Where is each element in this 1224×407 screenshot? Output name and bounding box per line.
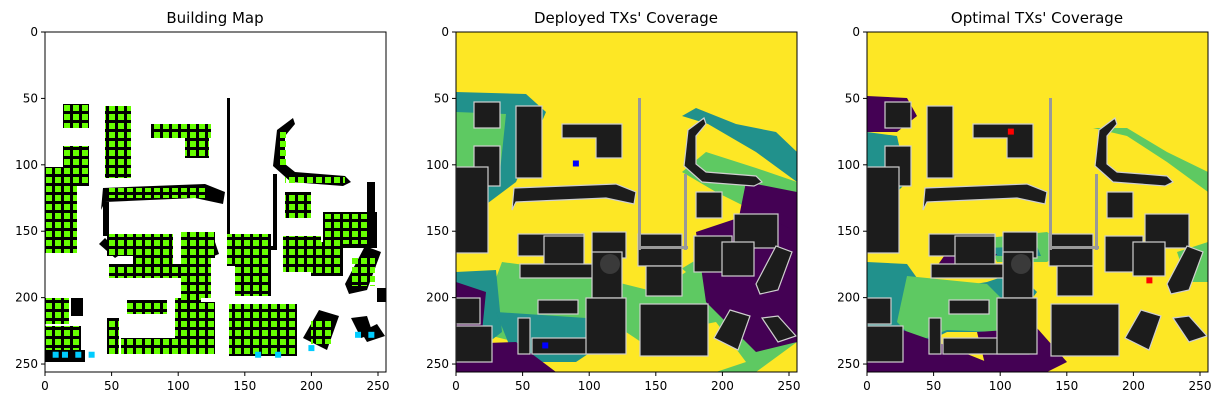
x-tick-label: 250 bbox=[778, 379, 801, 393]
y-tick-label: 0 bbox=[441, 25, 449, 39]
buildings-layer bbox=[45, 98, 386, 362]
tx-markers-layer bbox=[542, 160, 579, 349]
x-tick-label: 50 bbox=[926, 379, 941, 393]
tx-point bbox=[75, 351, 82, 358]
y-tick-label: 150 bbox=[837, 224, 860, 238]
panel-building-map: Building Map bbox=[15, 9, 389, 393]
y-tick-label: 50 bbox=[845, 91, 860, 105]
tx-point bbox=[368, 331, 375, 338]
x-axis: 0 50 100 150 200 250 bbox=[863, 372, 1211, 393]
panel-title: Building Map bbox=[166, 9, 263, 27]
x-tick-label: 250 bbox=[1189, 379, 1212, 393]
y-tick-label: 150 bbox=[426, 224, 449, 238]
y-tick-label: 250 bbox=[426, 357, 449, 371]
tx-marker bbox=[1146, 277, 1153, 284]
tx-point bbox=[255, 351, 262, 358]
x-tick-label: 100 bbox=[167, 379, 190, 393]
tx-point bbox=[52, 351, 59, 358]
tx-marker bbox=[1007, 128, 1014, 135]
x-axis: 0 50 100 150 200 250 bbox=[41, 372, 389, 393]
tx-point bbox=[275, 351, 282, 358]
x-tick-label: 50 bbox=[515, 379, 530, 393]
coverage-map bbox=[456, 32, 797, 372]
x-tick-label: 0 bbox=[863, 379, 871, 393]
tx-point bbox=[88, 351, 95, 358]
x-tick-label: 100 bbox=[578, 379, 601, 393]
tx-point bbox=[308, 345, 315, 352]
y-tick-label: 200 bbox=[426, 291, 449, 305]
x-tick-label: 0 bbox=[41, 379, 49, 393]
y-tick-label: 200 bbox=[837, 291, 860, 305]
plot-frame bbox=[455, 31, 798, 373]
x-tick-label: 200 bbox=[1122, 379, 1145, 393]
y-tick-label: 200 bbox=[15, 291, 38, 305]
x-tick-label: 150 bbox=[644, 379, 667, 393]
y-tick-label: 100 bbox=[426, 158, 449, 172]
y-axis: 0 50 100 150 200 250 bbox=[426, 25, 456, 371]
x-axis: 0 50 100 150 200 250 bbox=[452, 372, 800, 393]
y-tick-label: 0 bbox=[30, 25, 38, 39]
y-tick-label: 50 bbox=[23, 91, 38, 105]
x-tick-label: 100 bbox=[989, 379, 1012, 393]
panel-title: Optimal TXs' Coverage bbox=[951, 9, 1123, 27]
y-tick-label: 0 bbox=[852, 25, 860, 39]
panel-deployed-coverage: Deployed TXs' Coverage bbox=[426, 9, 800, 393]
y-tick-label: 150 bbox=[15, 224, 38, 238]
x-tick-label: 200 bbox=[300, 379, 323, 393]
y-tick-label: 100 bbox=[15, 158, 38, 172]
x-tick-label: 0 bbox=[452, 379, 460, 393]
panel-optimal-coverage: Optimal TXs' Coverage bbox=[837, 9, 1211, 393]
tx-point bbox=[355, 331, 362, 338]
x-tick-label: 50 bbox=[104, 379, 119, 393]
x-tick-label: 150 bbox=[1055, 379, 1078, 393]
y-tick-label: 250 bbox=[15, 357, 38, 371]
coverage-map bbox=[867, 32, 1208, 372]
y-axis: 0 50 100 150 200 250 bbox=[15, 25, 45, 371]
panel-title: Deployed TXs' Coverage bbox=[534, 9, 718, 27]
tx-marker bbox=[542, 342, 549, 349]
y-tick-label: 250 bbox=[837, 357, 860, 371]
plot-frame bbox=[44, 31, 387, 373]
y-tick-label: 50 bbox=[434, 91, 449, 105]
x-tick-label: 150 bbox=[233, 379, 256, 393]
tx-points-layer bbox=[52, 331, 375, 358]
plot-frame bbox=[866, 31, 1209, 373]
tx-marker bbox=[572, 160, 579, 167]
y-axis: 0 50 100 150 200 250 bbox=[837, 25, 867, 371]
x-tick-label: 250 bbox=[367, 379, 390, 393]
x-tick-label: 200 bbox=[711, 379, 734, 393]
tx-markers-layer bbox=[1007, 128, 1153, 284]
tx-point bbox=[61, 351, 68, 358]
y-tick-label: 100 bbox=[837, 158, 860, 172]
